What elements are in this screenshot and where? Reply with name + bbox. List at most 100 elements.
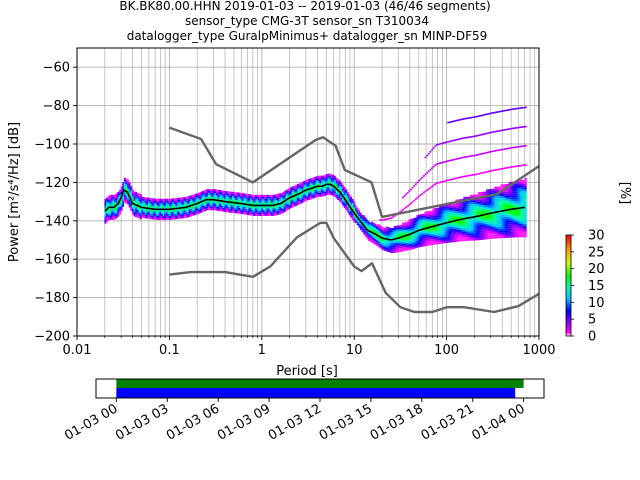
- psd-cell: [477, 194, 480, 197]
- psd-cell: [408, 225, 411, 228]
- psd-cell: [162, 214, 165, 216]
- psd-cell: [277, 199, 280, 202]
- psd-cell: [112, 210, 115, 213]
- psd-cell: [453, 234, 456, 237]
- psd-cell: [450, 230, 453, 233]
- psd-cell: [385, 228, 388, 231]
- psd-cell: [503, 222, 506, 225]
- psd-cell: [118, 193, 121, 196]
- psd-cell: [461, 156, 464, 159]
- colorbar-segment: [566, 250, 571, 253]
- psd-cell: [489, 196, 492, 199]
- psd-cell: [114, 196, 117, 199]
- psd-cell: [356, 213, 359, 216]
- psd-cell: [122, 199, 125, 202]
- psd-cell: [392, 241, 395, 244]
- psd-cell: [495, 221, 498, 224]
- psd-cell: [283, 190, 286, 193]
- psd-cell: [477, 203, 480, 206]
- psd-cell: [329, 192, 332, 195]
- y-tick-label: −180: [34, 291, 70, 306]
- colorbar-label: [%]: [617, 182, 632, 205]
- psd-cell: [214, 206, 217, 209]
- psd-x-ticks: 0.01 0.1 1 10 100 1000: [63, 336, 556, 358]
- psd-cell: [477, 234, 480, 237]
- psd-cell: [157, 214, 160, 216]
- psd-cell: [502, 230, 505, 233]
- psd-cell: [524, 204, 527, 207]
- psd-cell: [215, 189, 218, 192]
- psd-cell: [463, 196, 466, 199]
- psd-cell: [465, 175, 467, 177]
- psd-cell: [458, 226, 461, 229]
- psd-cell: [122, 197, 125, 200]
- psd-cell: [481, 205, 484, 208]
- psd-cell: [484, 220, 487, 223]
- psd-cell: [484, 113, 487, 116]
- psd-cell: [270, 198, 273, 201]
- psd-cell: [503, 211, 506, 213]
- psd-cell: [523, 225, 526, 228]
- psd-cell: [442, 142, 445, 144]
- psd-cell: [262, 194, 265, 197]
- psd-cell: [154, 200, 157, 203]
- psd-cell: [154, 210, 157, 213]
- psd-cell: [348, 211, 351, 214]
- psd-cell: [122, 195, 125, 198]
- psd-cell: [495, 205, 498, 208]
- colorbar-segment: [566, 302, 571, 305]
- psd-cell: [502, 220, 505, 223]
- psd-cell: [519, 210, 522, 213]
- psd-cell: [400, 224, 403, 227]
- psd-cell: [212, 206, 215, 209]
- psd-cell: [295, 192, 298, 195]
- psd-cell: [443, 141, 446, 144]
- psd-cell: [521, 126, 524, 128]
- psd-cell: [495, 226, 498, 229]
- psd-cell: [523, 189, 526, 192]
- psd-cell: [521, 164, 524, 167]
- psd-cell: [329, 177, 332, 180]
- psd-cell: [259, 214, 262, 216]
- psd-cell: [266, 198, 269, 201]
- psd-cell: [104, 202, 107, 205]
- psd-cell: [398, 244, 401, 247]
- psd-cell: [219, 190, 222, 192]
- psd-cell: [343, 194, 346, 197]
- psd-cell: [235, 211, 238, 214]
- psd-cell: [445, 160, 448, 163]
- psd-cell: [406, 229, 409, 232]
- psd-cell: [519, 229, 522, 232]
- psd-cell: [110, 194, 113, 197]
- psd-cell: [468, 238, 471, 241]
- psd-cell: [330, 187, 333, 190]
- psd-cell: [414, 227, 417, 230]
- psd-cell: [477, 211, 480, 214]
- psd-cell: [497, 215, 500, 218]
- psd-cell: [325, 177, 328, 180]
- psd-cell: [435, 163, 438, 165]
- psd-cell: [410, 245, 412, 248]
- psd-cell: [524, 125, 527, 128]
- psd-cell: [511, 197, 514, 200]
- psd-cell: [287, 190, 290, 193]
- psd-cell: [290, 204, 293, 207]
- psd-cell: [173, 213, 176, 216]
- psd-cell: [382, 235, 385, 237]
- psd-cell: [348, 209, 351, 212]
- psd-cell: [521, 221, 524, 224]
- psd-cell: [411, 224, 414, 227]
- psd-cell: [246, 205, 249, 208]
- psd-cell: [510, 204, 513, 207]
- psd-cell: [482, 208, 485, 211]
- psd-cell: [342, 190, 345, 193]
- psd-cell: [461, 206, 464, 209]
- psd-cell: [283, 202, 286, 205]
- psd-cell: [330, 174, 333, 177]
- psd-cell: [432, 231, 435, 234]
- psd-cell: [159, 198, 162, 201]
- psd-cell: [469, 174, 472, 177]
- psd-cell: [136, 210, 139, 213]
- psd-cell: [463, 225, 466, 228]
- psd-cell: [277, 209, 280, 211]
